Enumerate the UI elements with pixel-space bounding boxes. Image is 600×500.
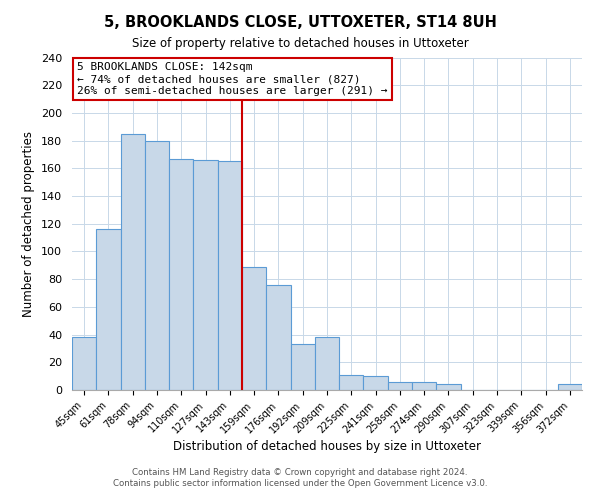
- Bar: [412, 382, 436, 390]
- Bar: [169, 158, 193, 390]
- Text: 5, BROOKLANDS CLOSE, UTTOXETER, ST14 8UH: 5, BROOKLANDS CLOSE, UTTOXETER, ST14 8UH: [104, 15, 496, 30]
- Bar: [193, 160, 218, 390]
- Y-axis label: Number of detached properties: Number of detached properties: [22, 130, 35, 317]
- Text: Size of property relative to detached houses in Uttoxeter: Size of property relative to detached ho…: [131, 38, 469, 51]
- Bar: [290, 344, 315, 390]
- Bar: [242, 266, 266, 390]
- Bar: [436, 384, 461, 390]
- Bar: [388, 382, 412, 390]
- Bar: [72, 338, 96, 390]
- Text: Contains HM Land Registry data © Crown copyright and database right 2024.
Contai: Contains HM Land Registry data © Crown c…: [113, 468, 487, 487]
- Text: 5 BROOKLANDS CLOSE: 142sqm
← 74% of detached houses are smaller (827)
26% of sem: 5 BROOKLANDS CLOSE: 142sqm ← 74% of deta…: [77, 62, 388, 96]
- Bar: [315, 338, 339, 390]
- X-axis label: Distribution of detached houses by size in Uttoxeter: Distribution of detached houses by size …: [173, 440, 481, 454]
- Bar: [121, 134, 145, 390]
- Bar: [145, 140, 169, 390]
- Bar: [558, 384, 582, 390]
- Bar: [339, 375, 364, 390]
- Bar: [364, 376, 388, 390]
- Bar: [96, 230, 121, 390]
- Bar: [218, 162, 242, 390]
- Bar: [266, 284, 290, 390]
